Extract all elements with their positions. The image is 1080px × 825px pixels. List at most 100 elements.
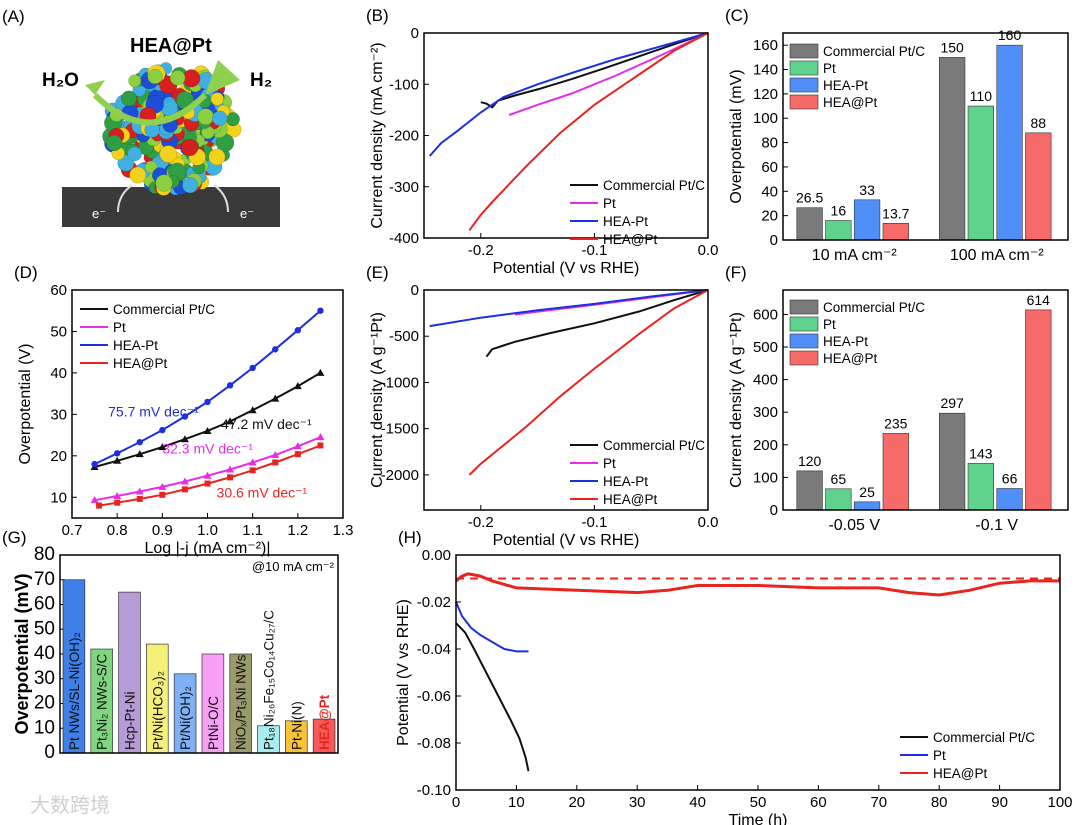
- bar-category-label: Pt₃Ni₂ NWs-S/C: [95, 654, 110, 750]
- legend-label: HEA@Pt: [113, 356, 167, 371]
- x-axis-label: Log |-j (mA cm⁻²)|: [144, 540, 270, 557]
- y-tick-label: -0.02: [417, 594, 451, 611]
- y-tick-label: 60: [761, 159, 778, 176]
- bar-category-label: Pt/Ni(HCO₃)₂: [150, 671, 165, 750]
- data-point: [248, 458, 257, 466]
- electron-arrow-icon: [213, 184, 229, 213]
- series-line: [508, 32, 709, 116]
- y-tick-label: -0.08: [417, 735, 451, 752]
- bar: [825, 220, 852, 241]
- bar-category-label: PtNi-O/C: [206, 696, 221, 750]
- y-axis-label: Overpotential (mV): [12, 573, 32, 734]
- atom: [181, 138, 199, 157]
- bar: [938, 57, 966, 241]
- data-point: [204, 398, 211, 406]
- y-tick-label: 0.00: [422, 547, 451, 564]
- y-tick-label: -400: [389, 230, 419, 247]
- x-tick-label: 1.3: [333, 522, 354, 539]
- atom: [197, 108, 215, 126]
- legend-label: HEA@Pt: [603, 492, 657, 507]
- atom: [128, 74, 142, 88]
- data-point: [180, 477, 189, 485]
- panel-label: (D): [14, 263, 38, 282]
- data-point: [135, 487, 144, 495]
- data-point: [135, 450, 144, 458]
- data-point: [158, 482, 167, 490]
- legend-label: Pt: [603, 196, 616, 211]
- y-tick-label: -200: [389, 128, 419, 145]
- data-point: [249, 364, 256, 372]
- data-point: [293, 442, 302, 450]
- panel-label-a: (A): [2, 7, 25, 26]
- data-point: [113, 450, 121, 457]
- data-point: [136, 495, 143, 502]
- y-axis-label: Current density (A g⁻¹Pt): [369, 312, 386, 488]
- slope-annotation: 47.2 mV dec⁻¹: [221, 416, 312, 432]
- y-tick-label: 10: [50, 489, 67, 506]
- electron-label: e⁻: [92, 206, 106, 221]
- y-tick-label: -0.10: [417, 782, 451, 799]
- bar: [967, 105, 994, 241]
- bar-value-label: 110: [970, 88, 993, 104]
- bar-category-label: Pt₁₈Ni₂₆Fe₁₅Co₁₄Cu₂₇/C: [262, 610, 277, 750]
- legend-label: HEA-Pt: [823, 334, 868, 349]
- legend-label: Commercial Pt/C: [823, 300, 925, 315]
- x-axis-label: Potential (V vs RHE): [493, 260, 640, 277]
- data-point: [226, 465, 235, 473]
- bar: [938, 412, 966, 511]
- bar: [796, 207, 823, 241]
- bar-value-label: 297: [940, 395, 964, 411]
- x-category-label: -0.05 V: [828, 517, 880, 534]
- data-point: [249, 467, 256, 474]
- atom: [127, 146, 142, 162]
- panel-label: (B): [366, 6, 389, 25]
- plot-frame: [455, 554, 1061, 791]
- x-tick-label: -0.1: [581, 514, 607, 531]
- atom: [105, 134, 123, 152]
- atom: [212, 110, 228, 126]
- x-tick-label: 30: [629, 794, 646, 811]
- watermark: 大数跨境: [30, 794, 110, 817]
- series-line: [455, 572, 1060, 597]
- y-tick-label: 200: [753, 437, 778, 454]
- y-axis-label: Overpotential (V): [17, 344, 34, 465]
- data-point: [90, 496, 99, 504]
- legend-label: HEA-Pt: [603, 474, 648, 489]
- y-tick-label: 0: [770, 232, 778, 249]
- bar-value-label: 235: [884, 415, 908, 431]
- panel-a: (A) HEA@Pt H₂O H₂ e⁻ e⁻: [2, 7, 280, 227]
- legend-label: Commercial Pt/C: [603, 438, 705, 453]
- bar-value-label: 143: [969, 445, 993, 461]
- y-tick-label: 40: [761, 183, 778, 200]
- arrow-head-icon: [205, 60, 240, 95]
- x-tick-label: 1.0: [197, 522, 218, 539]
- data-point: [248, 406, 257, 414]
- data-point: [181, 413, 189, 420]
- y-tick-label: 50: [34, 618, 55, 639]
- data-point: [226, 382, 234, 389]
- y-tick-label: -1500: [381, 421, 419, 438]
- plot-frame: [59, 554, 339, 754]
- panel-a-title: HEA@Pt: [130, 35, 212, 57]
- y-tick-label: 100: [753, 469, 778, 486]
- legend-swatch: [789, 299, 819, 315]
- data-point: [204, 480, 211, 487]
- y-tick-label: 20: [761, 208, 778, 225]
- series-line: [485, 289, 709, 358]
- data-point: [181, 486, 188, 493]
- data-point: [159, 491, 166, 498]
- bar-category-label: Pt-Ni(N): [289, 701, 304, 750]
- x-tick-label: 20: [568, 794, 585, 811]
- plot-frame: [423, 289, 709, 511]
- panel-e: (E) 0 -500 -1000 -1500 -2000 -0.2 -0.1 0.0 Potent…: [366, 263, 718, 549]
- panel-label: (G): [2, 528, 27, 547]
- y-tick-label: 0: [411, 282, 419, 299]
- charts: (B) 0 -100 -200 -300 -400 -0.2 -0.1 0.0 Potential…: [2, 6, 1073, 825]
- y-axis-label: Current density (A g⁻¹Pt): [728, 312, 745, 488]
- bar-value-label: 16: [831, 203, 847, 219]
- bar: [853, 501, 881, 511]
- legend-label: HEA-Pt: [823, 78, 868, 93]
- y-tick-label: 60: [34, 594, 55, 615]
